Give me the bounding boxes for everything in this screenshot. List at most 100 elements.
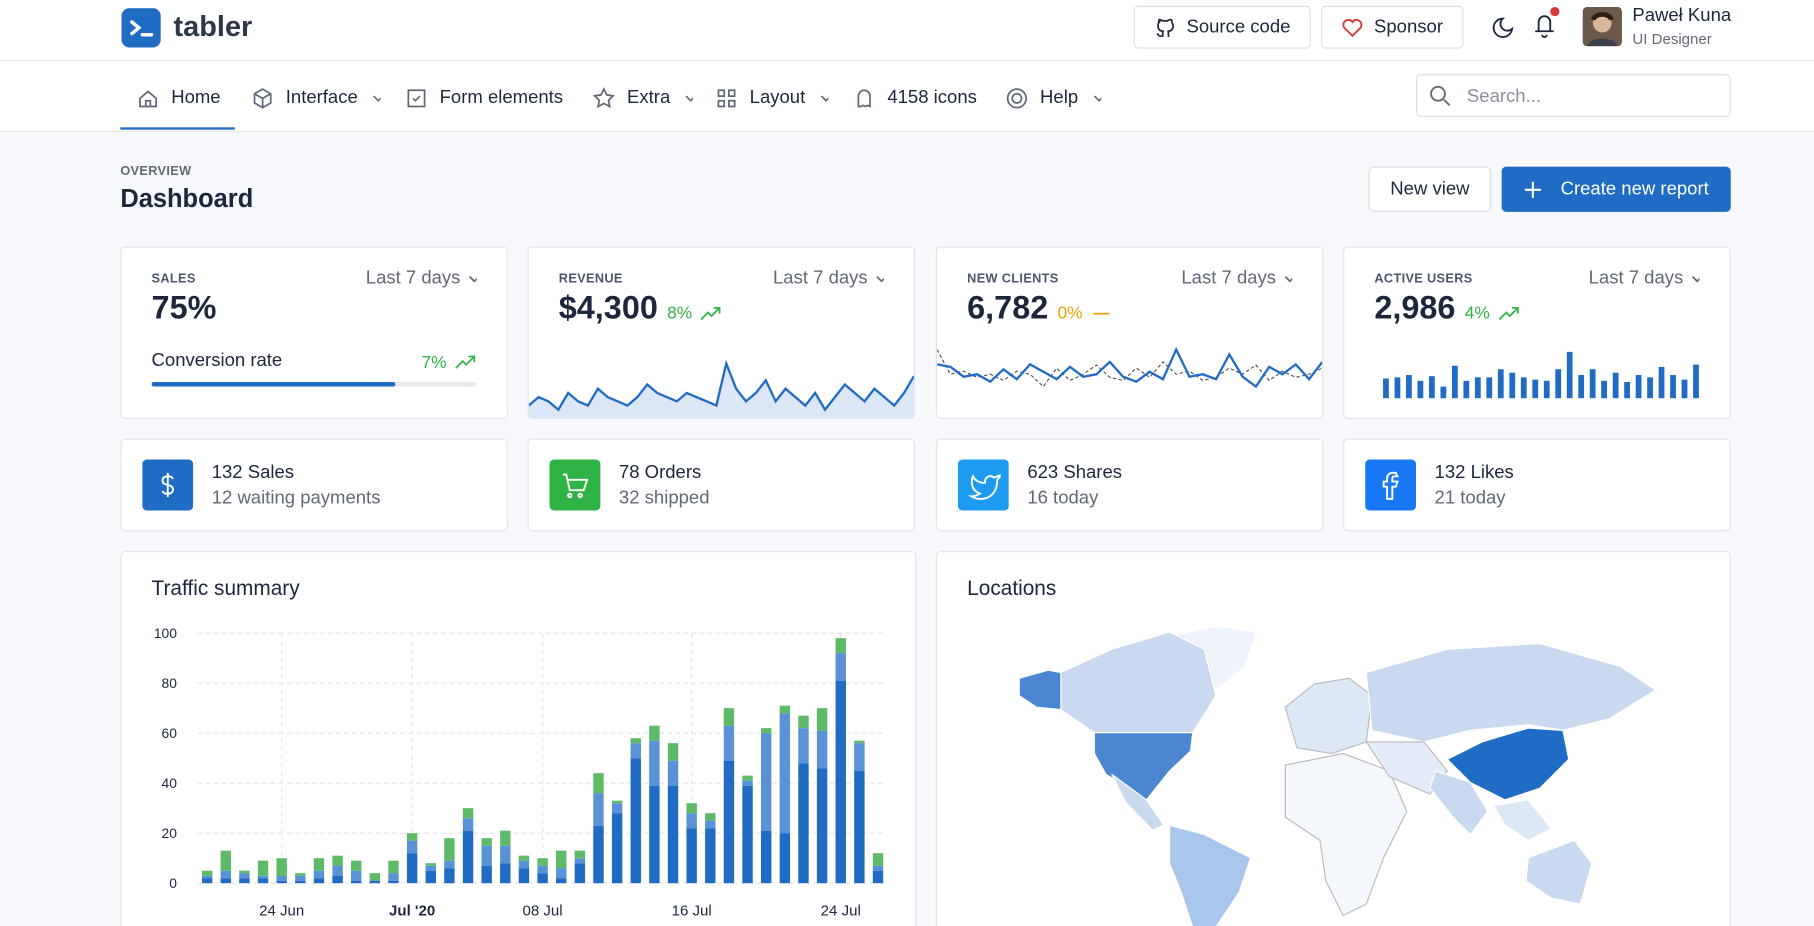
region: [1169, 824, 1252, 926]
bar-segment: [649, 785, 660, 884]
icon-shape: [857, 89, 871, 108]
header: tabler Source code Sponsor Paweł Kuna UI…: [0, 0, 1814, 62]
bar: [1543, 380, 1550, 399]
bar-segment: [816, 730, 828, 769]
pretitle: OVERVIEW: [120, 164, 192, 179]
bar-segment: [742, 780, 753, 786]
source-button[interactable]: Source code: [1133, 5, 1311, 49]
bar-segment: [518, 860, 530, 869]
bar-segment: [537, 858, 548, 866]
bar-segment: [444, 860, 455, 869]
bar-segment: [276, 880, 287, 884]
icon: [139, 90, 158, 108]
region: [1018, 669, 1062, 711]
nav-item[interactable]: Interface: [251, 87, 381, 110]
nav-item[interactable]: Help: [1005, 87, 1102, 110]
bar-segment: [239, 870, 250, 874]
progress-fill: [151, 381, 396, 387]
bar-segment: [574, 858, 586, 864]
sponsor-button[interactable]: Sponsor: [1321, 5, 1464, 49]
search-box[interactable]: Search...: [1416, 74, 1731, 117]
sparkline-area: [528, 363, 914, 418]
stat-label: NEW CLIENTS: [967, 272, 1059, 286]
bar-segment: [593, 773, 604, 794]
bar-segment: [425, 870, 436, 884]
active-indicator: [120, 127, 235, 130]
new-view-button[interactable]: New view: [1368, 166, 1492, 212]
icon: [469, 276, 477, 283]
bar-segment: [201, 875, 213, 879]
bar: [1486, 377, 1493, 399]
period-dropdown[interactable]: Last 7 days: [1589, 267, 1700, 290]
nav-label: Form elements: [439, 87, 564, 108]
bar-segment: [388, 860, 399, 874]
bar-segment: [630, 743, 641, 759]
card-title: Traffic summary: [151, 576, 300, 600]
nav-label: Layout: [749, 87, 806, 108]
bar-segment: [816, 708, 828, 731]
bar-segment: [220, 870, 231, 879]
nav-item[interactable]: Form elements: [405, 87, 563, 110]
x-tick-label: 24 Jul: [821, 903, 861, 920]
mini-card: 78 Orders 32 shipped: [527, 438, 916, 532]
bar-segment: [425, 865, 436, 871]
notifications[interactable]: [1529, 6, 1561, 41]
bar-segment: [313, 870, 325, 879]
nav-item[interactable]: Home: [137, 87, 221, 110]
value-row: 6,782 0%: [967, 289, 1112, 326]
stat-value: 2,986: [1374, 289, 1456, 326]
icon-bg: [957, 459, 1009, 511]
navbar: Search...: [0, 61, 1814, 132]
nav-item[interactable]: Extra: [592, 87, 694, 110]
bar-segment: [854, 740, 865, 744]
bar-segment: [816, 768, 828, 884]
bar: [1647, 377, 1653, 399]
period-dropdown[interactable]: Last 7 days: [773, 267, 884, 290]
period-dropdown[interactable]: Last 7 days: [1181, 267, 1293, 290]
region: [1446, 727, 1570, 801]
nav-item[interactable]: Layout: [715, 87, 829, 110]
bar-segment: [574, 850, 586, 859]
stat-card: REVENUE Last 7 days $4,300 8%: [527, 246, 916, 420]
mini-card: 623 Shares 16 today: [935, 438, 1324, 532]
bar-segment: [425, 863, 436, 866]
y-tick-label: 40: [162, 775, 178, 791]
bar-segment: [798, 728, 809, 764]
bar-segment: [369, 873, 381, 881]
bar-segment: [779, 713, 791, 834]
period-dropdown[interactable]: Last 7 days: [366, 267, 477, 290]
bar-segment: [556, 868, 567, 879]
create-report-button[interactable]: Create new report: [1501, 166, 1731, 212]
mini-subtitle: 12 waiting payments: [211, 488, 381, 509]
region: [1060, 631, 1217, 734]
y-tick-label: 80: [162, 675, 178, 691]
traffic-card: Traffic summary 0 20 40 60 80 100 24 Jun Jul '2…: [120, 550, 917, 926]
bar-segment: [723, 708, 735, 726]
bar-segment: [239, 878, 250, 884]
bar-segment: [406, 853, 418, 884]
bar-segment: [760, 830, 772, 884]
icon: [700, 306, 721, 320]
icon: [820, 95, 829, 102]
bar-segment: [705, 820, 716, 829]
bar: [1474, 377, 1481, 399]
nav-item[interactable]: 4158 icons: [853, 87, 977, 110]
bar-segment: [798, 763, 809, 884]
bar-segment: [835, 638, 846, 654]
avatar[interactable]: [1582, 6, 1622, 47]
stat-change: 0%: [1057, 302, 1112, 325]
mini-title: 623 Shares: [1027, 463, 1123, 483]
bar: [1520, 377, 1527, 399]
bar-segment: [611, 803, 623, 814]
x-tick-label: 24 Jun: [259, 903, 304, 920]
change-label: 0%: [1057, 303, 1083, 323]
bar-segment: [686, 813, 697, 829]
bar-segment: [779, 705, 791, 714]
bar: [1497, 369, 1504, 399]
theme-toggle[interactable]: [1490, 15, 1515, 40]
sparkline: [937, 349, 1323, 388]
bar-segment: [705, 828, 716, 884]
stat-label: SALES: [151, 272, 196, 286]
sparkline-chart: [528, 359, 914, 418]
button-label: Create new report: [1560, 178, 1709, 199]
